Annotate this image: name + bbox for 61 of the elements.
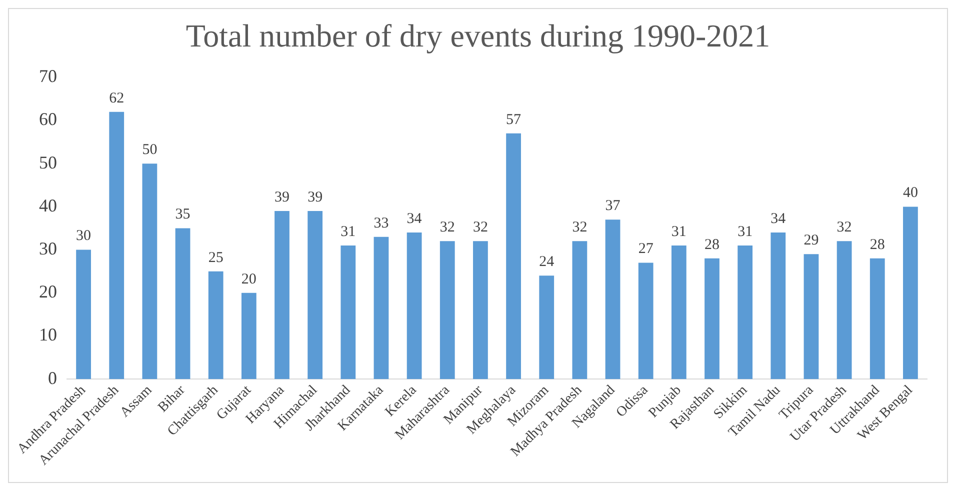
data-label: 39 — [274, 189, 290, 206]
data-label: 37 — [605, 198, 621, 214]
bar — [109, 112, 124, 380]
bar — [638, 262, 654, 380]
bar — [836, 241, 852, 380]
bar — [870, 258, 885, 380]
y-tick-label: 70 — [39, 66, 57, 86]
y-tick-label: 20 — [39, 282, 57, 302]
bar — [241, 292, 256, 380]
y-tick-label: 50 — [39, 152, 57, 172]
bar — [506, 133, 521, 380]
chart-title: Total number of dry events during 1990-2021 — [186, 18, 770, 54]
data-label: 28 — [704, 236, 720, 253]
bar — [76, 250, 91, 380]
bar — [308, 211, 323, 380]
data-label: 34 — [770, 210, 786, 227]
data-label: 31 — [738, 224, 753, 240]
data-label: 27 — [638, 241, 654, 258]
bar — [738, 245, 753, 380]
bar — [473, 241, 488, 380]
data-label: 20 — [241, 271, 256, 288]
y-tick-label: 0 — [48, 368, 57, 388]
data-label: 30 — [76, 228, 92, 244]
data-label: 40 — [902, 185, 918, 202]
data-label: 57 — [506, 112, 522, 128]
data-label: 28 — [870, 236, 885, 253]
y-tick-label: 40 — [39, 195, 57, 216]
data-label: 32 — [572, 220, 588, 236]
bar — [572, 241, 588, 380]
data-label: 35 — [175, 206, 190, 223]
bar — [440, 241, 455, 380]
y-tick-label: 60 — [39, 109, 57, 130]
data-label: 31 — [340, 224, 356, 240]
data-label: 32 — [472, 220, 488, 236]
data-label: 31 — [671, 224, 686, 240]
data-label: 34 — [406, 210, 422, 227]
data-label: 32 — [836, 220, 852, 236]
data-label: 33 — [374, 215, 389, 232]
data-label: 29 — [804, 232, 819, 249]
bar — [671, 245, 686, 380]
bar — [903, 206, 918, 380]
bar — [142, 164, 158, 380]
y-tick-label: 30 — [39, 238, 57, 259]
bar — [340, 245, 356, 380]
data-label: 25 — [208, 250, 224, 266]
data-label: 50 — [142, 142, 158, 158]
bar — [539, 276, 554, 380]
bar — [406, 232, 422, 380]
bar — [704, 258, 720, 380]
data-label: 24 — [539, 254, 555, 270]
bar — [605, 220, 620, 380]
bar — [175, 228, 190, 380]
data-label: 39 — [308, 189, 323, 206]
y-tick-label: 10 — [39, 324, 57, 345]
bar — [208, 271, 224, 380]
bar — [274, 211, 290, 380]
bar — [374, 236, 389, 380]
data-label: 32 — [440, 220, 455, 236]
data-label: 62 — [109, 90, 124, 106]
bar — [770, 232, 786, 380]
bar — [804, 254, 819, 380]
